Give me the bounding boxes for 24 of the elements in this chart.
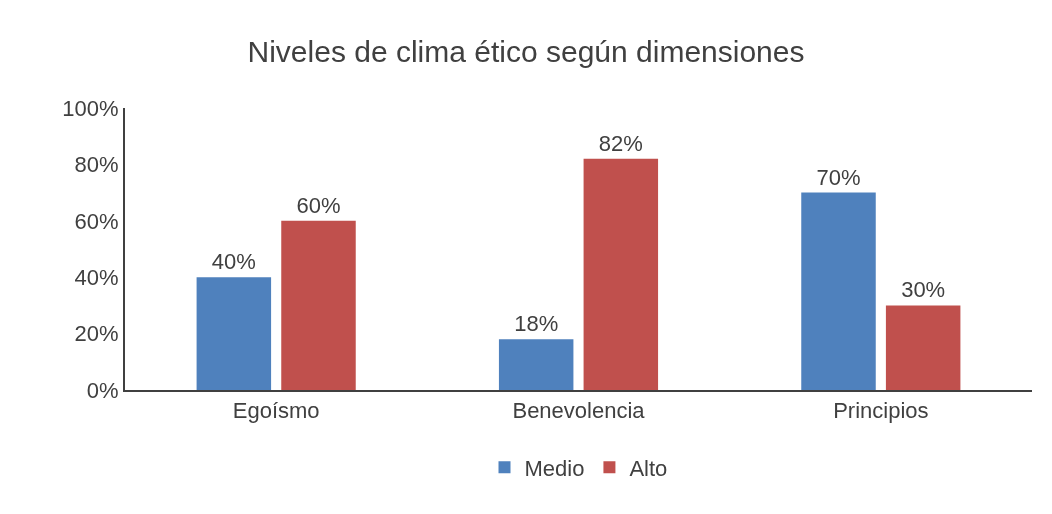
data-label: 70% xyxy=(816,164,861,190)
x-tick-label: Benevolencia xyxy=(512,398,646,424)
bar xyxy=(281,220,356,390)
x-tick-label: Principios xyxy=(833,398,929,424)
y-tick-label: 80% xyxy=(74,152,119,178)
data-label: 82% xyxy=(598,130,643,156)
x-tick-label: Egoísmo xyxy=(232,398,320,424)
legend-label: Alto xyxy=(629,455,668,481)
data-label: 60% xyxy=(296,192,341,218)
legend-label: Medio xyxy=(524,455,585,481)
bar xyxy=(196,277,272,390)
bar xyxy=(801,192,876,390)
bar xyxy=(498,339,574,390)
y-tick-label: 20% xyxy=(74,321,119,347)
bar xyxy=(583,158,659,390)
chart-title: Niveles de clima ético según dimensiones xyxy=(247,34,805,68)
y-tick-label: 60% xyxy=(74,208,119,234)
data-label: 30% xyxy=(901,277,946,303)
data-label: 18% xyxy=(514,311,559,337)
y-tick-label: 0% xyxy=(86,377,119,403)
y-tick-label: 40% xyxy=(74,264,119,290)
data-label: 40% xyxy=(211,249,256,275)
y-tick-label: 100% xyxy=(62,95,119,121)
bar xyxy=(885,305,961,390)
